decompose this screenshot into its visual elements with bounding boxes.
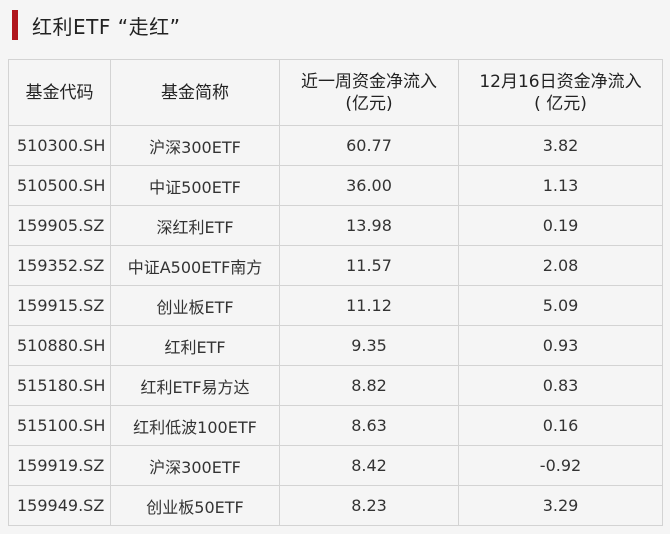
cell-fund-code: 159949.SZ (8, 485, 111, 526)
header-fund-code: 基金代码 (8, 59, 111, 126)
cell-weekly-inflow: 8.23 (279, 485, 459, 526)
cell-weekly-inflow: 8.63 (279, 405, 459, 446)
fund-flow-table: 基金代码 基金简称 近一周资金净流入 (亿元) 12月16日资金净流入 ( 亿元… (8, 59, 663, 526)
header-weekly-inflow: 近一周资金净流入 (亿元) (279, 59, 459, 126)
table-header-row: 基金代码 基金简称 近一周资金净流入 (亿元) 12月16日资金净流入 ( 亿元… (8, 59, 663, 126)
cell-daily-inflow: -0.92 (458, 445, 663, 486)
cell-weekly-inflow: 9.35 (279, 325, 459, 366)
cell-fund-name: 中证A500ETF南方 (110, 245, 280, 286)
table-row: 510300.SH 沪深300ETF 60.77 3.82 (8, 125, 663, 166)
cell-fund-name: 红利ETF易方达 (110, 365, 280, 406)
cell-weekly-inflow: 11.57 (279, 245, 459, 286)
cell-weekly-inflow: 8.42 (279, 445, 459, 486)
header-fund-name: 基金简称 (110, 59, 280, 126)
cell-fund-code: 515100.SH (8, 405, 111, 446)
cell-daily-inflow: 0.19 (458, 205, 663, 246)
header-daily-inflow: 12月16日资金净流入 ( 亿元) (458, 59, 663, 126)
cell-fund-name: 创业板50ETF (110, 485, 280, 526)
cell-daily-inflow: 1.13 (458, 165, 663, 206)
cell-daily-inflow: 2.08 (458, 245, 663, 286)
table-row: 159905.SZ 深红利ETF 13.98 0.19 (8, 205, 663, 246)
cell-fund-name: 红利低波100ETF (110, 405, 280, 446)
cell-fund-code: 159352.SZ (8, 245, 111, 286)
cell-fund-code: 159905.SZ (8, 205, 111, 246)
cell-fund-code: 159915.SZ (8, 285, 111, 326)
title-accent-bar (12, 10, 18, 40)
cell-daily-inflow: 0.93 (458, 325, 663, 366)
cell-weekly-inflow: 36.00 (279, 165, 459, 206)
cell-weekly-inflow: 8.82 (279, 365, 459, 406)
header-daily-inflow-label: 12月16日资金净流入 (479, 71, 642, 92)
header-daily-inflow-unit: ( 亿元) (534, 93, 587, 114)
table-row: 159949.SZ 创业板50ETF 8.23 3.29 (8, 485, 663, 526)
cell-weekly-inflow: 11.12 (279, 285, 459, 326)
cell-weekly-inflow: 60.77 (279, 125, 459, 166)
header-weekly-inflow-unit: (亿元) (345, 93, 393, 114)
cell-fund-name: 创业板ETF (110, 285, 280, 326)
table-row: 515180.SH 红利ETF易方达 8.82 0.83 (8, 365, 663, 406)
table-row: 510500.SH 中证500ETF 36.00 1.13 (8, 165, 663, 206)
cell-daily-inflow: 3.82 (458, 125, 663, 166)
cell-fund-name: 红利ETF (110, 325, 280, 366)
cell-fund-code: 510880.SH (8, 325, 111, 366)
table-row: 510880.SH 红利ETF 9.35 0.93 (8, 325, 663, 366)
cell-fund-name: 沪深300ETF (110, 125, 280, 166)
title-row: 红利ETF “走红” (12, 8, 180, 42)
cell-daily-inflow: 0.16 (458, 405, 663, 446)
table-row: 159915.SZ 创业板ETF 11.12 5.09 (8, 285, 663, 326)
cell-daily-inflow: 5.09 (458, 285, 663, 326)
header-weekly-inflow-label: 近一周资金净流入 (301, 71, 437, 92)
cell-fund-name: 沪深300ETF (110, 445, 280, 486)
cell-fund-code: 515180.SH (8, 365, 111, 406)
table-row: 515100.SH 红利低波100ETF 8.63 0.16 (8, 405, 663, 446)
cell-fund-name: 中证500ETF (110, 165, 280, 206)
cell-daily-inflow: 3.29 (458, 485, 663, 526)
cell-daily-inflow: 0.83 (458, 365, 663, 406)
cell-weekly-inflow: 13.98 (279, 205, 459, 246)
page-title: 红利ETF “走红” (32, 14, 181, 39)
table-row: 159919.SZ 沪深300ETF 8.42 -0.92 (8, 445, 663, 486)
cell-fund-name: 深红利ETF (110, 205, 280, 246)
cell-fund-code: 159919.SZ (8, 445, 111, 486)
cell-fund-code: 510300.SH (8, 125, 111, 166)
cell-fund-code: 510500.SH (8, 165, 111, 206)
table-row: 159352.SZ 中证A500ETF南方 11.57 2.08 (8, 245, 663, 286)
